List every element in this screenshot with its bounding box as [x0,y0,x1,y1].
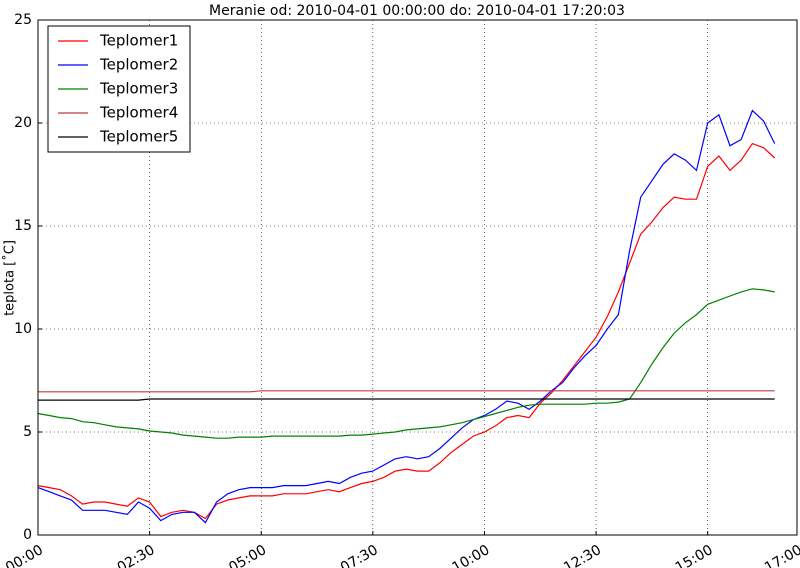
y-tick-label: 20 [14,115,32,131]
y-tick-label: 25 [14,12,32,28]
y-tick-label: 15 [14,218,32,234]
series-line [37,142,776,520]
series-line [37,109,776,524]
x-tick-label: 12:30 [561,542,604,568]
y-axis-label: teplota [˚C] [2,240,18,316]
legend-label: Teplomer1 [99,32,178,50]
y-tick-label: 10 [14,321,32,337]
x-tick-label: 02:30 [115,542,158,568]
legend-label: Teplomer3 [99,80,178,98]
y-tick-label: 0 [23,527,32,543]
chart-title: Meranie od: 2010-04-01 00:00:00 do: 2010… [209,3,625,19]
x-tick-label: 15:00 [673,542,716,568]
legend-label: Teplomer5 [99,128,178,146]
plot-frame [37,19,798,536]
legend-label: Teplomer4 [99,104,178,122]
x-tick-label: 07:30 [338,542,381,568]
x-tick-label: 00:00 [3,542,46,568]
series-line [38,390,775,393]
x-tick-label: 10:00 [450,542,493,568]
y-tick-label: 5 [23,424,32,440]
x-tick-label: 05:00 [226,542,269,568]
series-line [37,288,775,439]
x-tick-label: 17:00 [762,542,800,568]
legend-label: Teplomer2 [99,56,178,74]
series-line [38,398,775,401]
